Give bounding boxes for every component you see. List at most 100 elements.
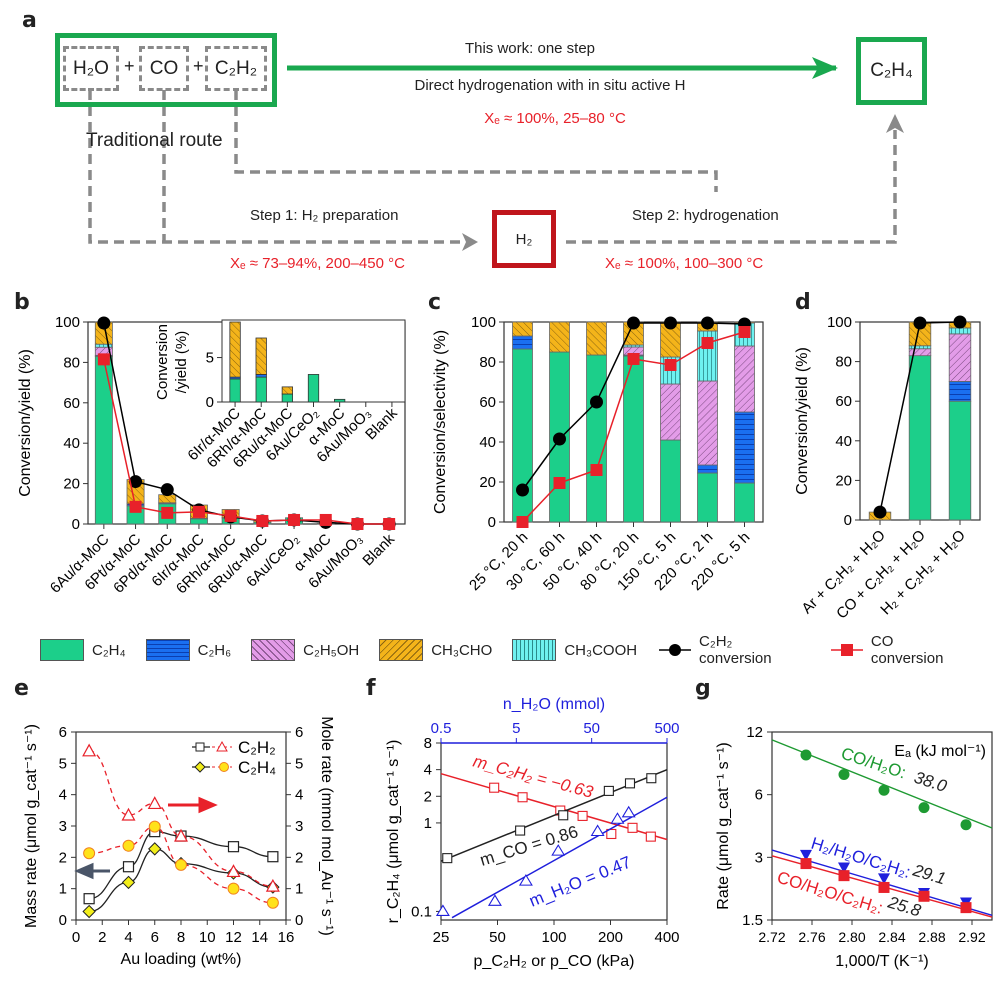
rate-point bbox=[800, 749, 812, 761]
top-x-axis-label: n_H₂O (mmol) bbox=[503, 696, 605, 713]
x-tick-label: 4 bbox=[124, 929, 132, 946]
co-conversion-point bbox=[351, 518, 364, 530]
y-tick-label: 0.1 bbox=[411, 903, 432, 920]
pressure-point bbox=[606, 828, 617, 840]
legend-diamond-icon bbox=[194, 761, 206, 773]
h2o-point bbox=[621, 805, 636, 818]
pressure-point bbox=[517, 792, 528, 803]
panel-label-g: g bbox=[695, 676, 711, 701]
legend-swatch bbox=[251, 639, 296, 661]
c2h2-mass-point bbox=[267, 851, 279, 863]
c2h4-mole-point bbox=[148, 820, 161, 833]
x-tick-label: 2.84 bbox=[878, 929, 905, 945]
left-axis-arrow-icon bbox=[74, 862, 110, 880]
bar-segment-ch3cooh bbox=[908, 345, 932, 350]
rate-point bbox=[878, 881, 890, 893]
pressure-point bbox=[515, 825, 526, 836]
bar-segment-c2h4 bbox=[586, 354, 607, 523]
legend-label: C₂H₅OH bbox=[303, 641, 360, 659]
plus-sign: + bbox=[124, 56, 135, 76]
panel-a-diagram bbox=[88, 57, 904, 251]
c2h2-conversion-point bbox=[701, 316, 714, 330]
y-tick-label: 0 bbox=[844, 512, 852, 529]
rate-point bbox=[878, 784, 890, 796]
h2o-point bbox=[518, 874, 533, 886]
bar-segment-ch3cooh bbox=[94, 343, 113, 348]
x-tick-label: 50 bbox=[489, 929, 506, 946]
y-tick-label: 20 bbox=[479, 474, 496, 491]
direct-condition: Xₑ ≈ 100%, 25–80 °C bbox=[484, 110, 626, 127]
panel-label-b: b bbox=[14, 290, 30, 315]
step2-label: Step 2: hydrogenation bbox=[632, 207, 779, 224]
c2h2-conversion-point bbox=[553, 432, 566, 446]
co-conversion-point bbox=[224, 509, 237, 522]
y-tick-label: 12 bbox=[746, 724, 763, 741]
direct-hydrogenation-label: Direct hydrogenation with in situ active… bbox=[414, 77, 686, 94]
y-tick-label: 60 bbox=[63, 395, 80, 412]
inset-bar-segment-c2h6 bbox=[255, 374, 267, 378]
c2h2-mole-point bbox=[147, 796, 162, 810]
bar-segment-c2h4 bbox=[697, 472, 718, 523]
co-conversion-point bbox=[129, 500, 142, 513]
y-tick-label: 2 bbox=[59, 849, 67, 866]
co-conversion-point bbox=[627, 353, 640, 365]
reactant-c2h2-label: C₂H₂ bbox=[214, 57, 258, 79]
x-axis-label: 1,000/T (K⁻¹) bbox=[835, 953, 929, 970]
legend-swatch bbox=[379, 639, 424, 661]
inset-bar-segment-ch3cho bbox=[229, 321, 241, 378]
bar-segment-c2h5oh bbox=[697, 380, 718, 466]
legend-label: C₂H₆ bbox=[197, 641, 232, 659]
product-label: C₂H₄ bbox=[870, 60, 913, 81]
pressure-point bbox=[558, 810, 569, 821]
pressure-point bbox=[577, 810, 588, 821]
pressure-point bbox=[603, 785, 614, 796]
x-tick-label: 12 bbox=[225, 929, 242, 946]
step2-arrowhead-icon bbox=[886, 114, 904, 133]
legend-label: C₂H₄ bbox=[238, 758, 276, 777]
y-axis-label: Conversion/yield (%) bbox=[794, 347, 811, 495]
panel-label-a: a bbox=[22, 8, 37, 33]
x-tick-label: 10 bbox=[199, 929, 216, 946]
y-tick-label: 20 bbox=[835, 472, 852, 489]
ea-value-h2-h2o-c2h2: 29.1 bbox=[910, 860, 948, 888]
y-tick-label: 5 bbox=[59, 755, 67, 772]
c2h2-mole-point bbox=[82, 743, 97, 757]
y-tick-label: 80 bbox=[63, 354, 80, 371]
c2h2-conversion-point bbox=[953, 315, 967, 329]
bar-segment-ch3cooh bbox=[948, 327, 972, 335]
h2o-point bbox=[610, 812, 625, 824]
panel-label-e: e bbox=[14, 676, 29, 701]
route-c2h2-line bbox=[234, 90, 718, 192]
rate-point bbox=[918, 890, 930, 902]
slope-annotation-co: m_CO = 0.86 bbox=[478, 822, 581, 870]
line-coconv bbox=[103, 359, 390, 525]
panel-label-c: c bbox=[428, 290, 442, 315]
x-tick-label: 25 bbox=[433, 929, 450, 946]
arrowhead-icon bbox=[812, 57, 838, 79]
inset-bar-segment-ch3cho bbox=[281, 386, 293, 395]
x-tick-label: 14 bbox=[251, 929, 268, 946]
c2h2-mass-point bbox=[122, 861, 135, 873]
y-tick-label: 20 bbox=[63, 476, 80, 493]
bar-segment-c2h6 bbox=[734, 411, 755, 484]
x-tick-label: 2 bbox=[98, 929, 106, 946]
panel-label-d: d bbox=[795, 290, 811, 315]
x-tick-label: Blank bbox=[359, 530, 398, 569]
chart-e: 0 2 4 6 8 10 12 14 160 01 12 23 34 45 56 6Au loading (w… bbox=[23, 716, 335, 968]
c2h4-mole-point bbox=[175, 858, 187, 871]
legend-swatch bbox=[145, 639, 190, 661]
top-x-tick-label: 0.5 bbox=[431, 720, 452, 737]
y-tick-label: 6 bbox=[755, 787, 763, 804]
co-conversion-point bbox=[319, 513, 332, 526]
y-tick-label: 100 bbox=[471, 314, 496, 331]
legend: C₂H₄ C₂H₆ C₂H₅OH CH₃CHO CH₃COOH C₂H₂ con… bbox=[40, 633, 990, 667]
inset-bar-segment-c2h4 bbox=[255, 376, 267, 403]
y-tick-label: 3 bbox=[59, 818, 67, 835]
legend-circle-icon bbox=[219, 762, 229, 772]
y-tick-label: 3 bbox=[755, 849, 763, 866]
traditional-route-label: Traditional route bbox=[86, 130, 223, 151]
rate-point bbox=[960, 819, 972, 831]
h2o-point bbox=[590, 824, 605, 837]
c2h2-conversion-point bbox=[873, 505, 887, 519]
